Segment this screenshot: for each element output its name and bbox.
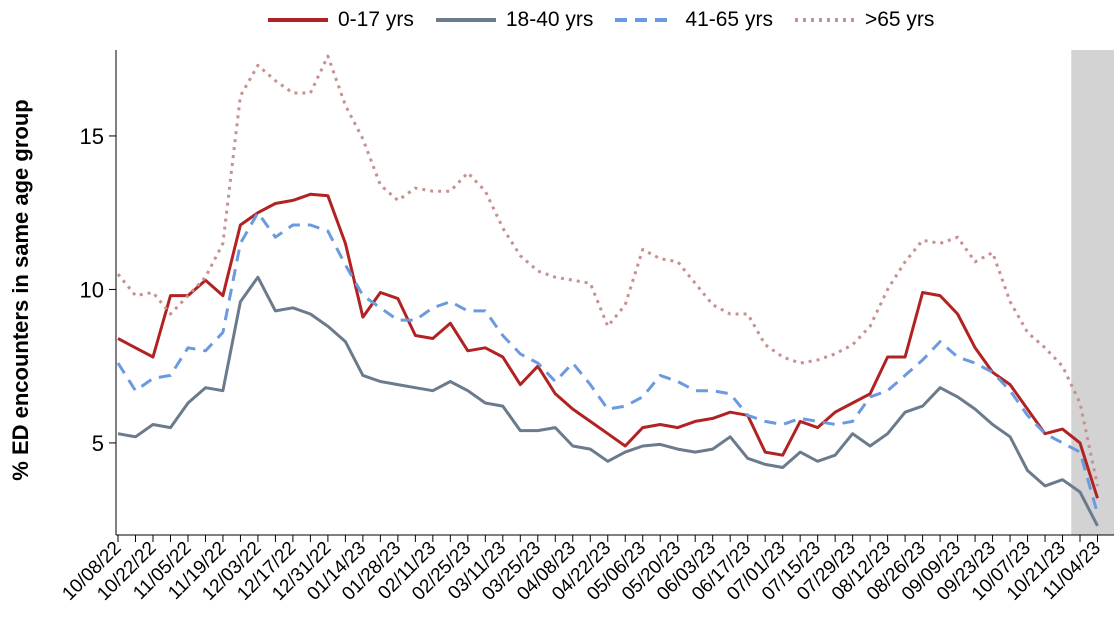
legend-swatch-41-65 <box>615 18 676 22</box>
series-line-4 <box>116 54 1099 487</box>
legend-item-41-65[interactable]: 41-65 yrs <box>615 8 773 32</box>
series-line-2 <box>117 275 1099 527</box>
legend-item-18-40[interactable]: 18-40 yrs <box>435 8 594 32</box>
y-tick-label: 10 <box>80 277 104 302</box>
y-tick-label: 15 <box>80 124 104 149</box>
legend-label-0-17: 0-17 yrs <box>338 8 414 31</box>
legend-label-18-40: 18-40 yrs <box>505 8 594 31</box>
legend: 0-17 yrs 18-40 yrs 41-65 yrs >65 yrs <box>268 6 934 34</box>
series-line-1 <box>117 192 1099 499</box>
legend-item-65-plus[interactable]: >65 yrs <box>794 8 935 32</box>
legend-swatch-65-plus <box>794 18 855 22</box>
shaded-region <box>1071 50 1114 535</box>
legend-swatch-0-17 <box>268 18 328 22</box>
legend-label-65-plus: >65 yrs <box>864 8 935 31</box>
legend-swatch-18-40 <box>435 18 496 22</box>
y-tick-label: 5 <box>92 431 104 456</box>
legend-item-0-17[interactable]: 0-17 yrs <box>268 8 414 32</box>
legend-label-41-65: 41-65 yrs <box>685 8 773 31</box>
series-line-3 <box>116 211 1099 514</box>
